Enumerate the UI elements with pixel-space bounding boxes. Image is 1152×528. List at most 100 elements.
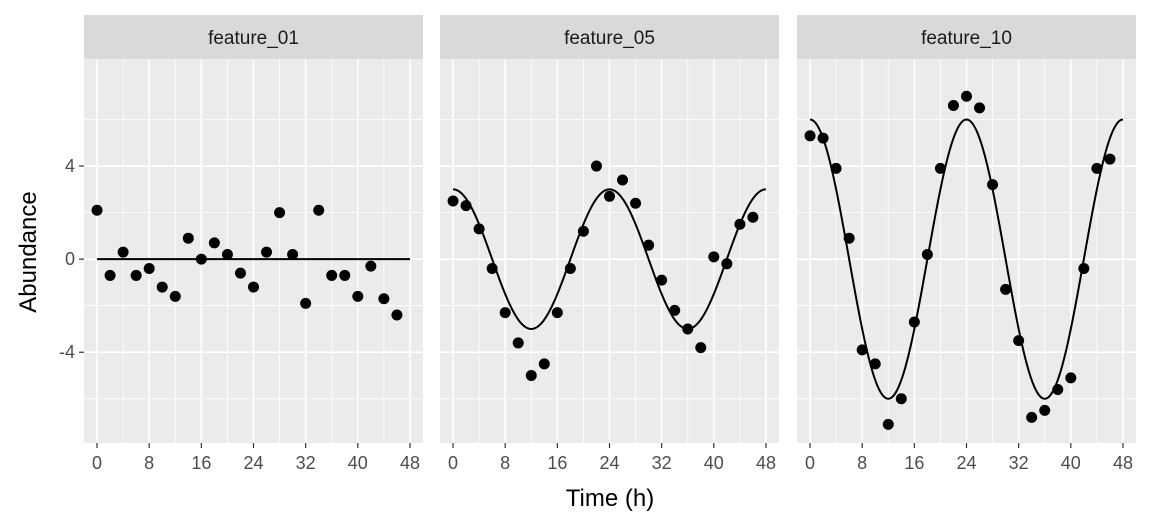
x-tick-label: 32 xyxy=(652,453,672,473)
data-point xyxy=(248,281,259,293)
x-tick-label: 8 xyxy=(857,453,867,473)
facet-panel: feature_05 0 8 16 24 32 40 48 xyxy=(440,15,779,473)
data-point xyxy=(143,262,155,274)
data-point xyxy=(804,130,816,142)
data-point xyxy=(1026,411,1038,423)
data-point xyxy=(708,251,720,263)
data-point xyxy=(630,197,642,209)
x-tick-label: 40 xyxy=(348,453,368,473)
fit-curve xyxy=(809,118,1124,400)
data-point xyxy=(130,269,142,281)
data-point xyxy=(365,260,377,272)
x-tick-label: 8 xyxy=(144,453,154,473)
data-point xyxy=(817,132,829,144)
data-point xyxy=(843,232,855,244)
data-point xyxy=(460,200,472,212)
x-tick-label: 40 xyxy=(1061,453,1081,473)
facet-panel: feature_10 0 8 16 24 32 40 48 xyxy=(797,15,1136,473)
data-point xyxy=(221,248,233,260)
fit-curve xyxy=(452,188,767,330)
data-point xyxy=(921,248,933,260)
facet-label: feature_01 xyxy=(208,28,299,49)
x-tick-label: 24 xyxy=(956,453,976,473)
data-point xyxy=(447,195,459,207)
data-point xyxy=(339,269,351,281)
x-tick-label: 16 xyxy=(191,453,211,473)
data-point xyxy=(974,102,986,114)
data-point xyxy=(987,179,999,191)
x-tick-label: 16 xyxy=(547,453,567,473)
facet-label: feature_10 xyxy=(921,28,1012,49)
x-tick-label: 8 xyxy=(500,453,510,473)
facet-panel: feature_01 0 8 16 24 32 40 48 xyxy=(84,15,423,473)
x-tick-label: 24 xyxy=(599,453,619,473)
data-point xyxy=(1091,162,1103,174)
data-point xyxy=(734,218,746,230)
data-point xyxy=(195,253,207,265)
data-point xyxy=(1104,153,1116,165)
x-tick-label: 40 xyxy=(704,453,724,473)
data-point xyxy=(721,258,733,270)
data-point xyxy=(538,358,550,370)
data-point xyxy=(91,204,103,216)
data-point xyxy=(1078,262,1090,274)
facet-panels: feature_01 0 8 16 24 32 40 48 feature_05 0 8 16 24 32… xyxy=(84,15,1136,473)
data-point xyxy=(947,100,959,112)
data-point xyxy=(551,307,563,319)
x-axis-title: Time (h) xyxy=(566,485,654,512)
y-tick-label: 4 xyxy=(65,156,75,176)
data-point xyxy=(300,297,312,309)
data-point xyxy=(564,262,576,274)
data-point xyxy=(486,262,498,274)
data-point xyxy=(1000,283,1012,295)
data-point xyxy=(274,207,286,219)
y-tick-label: 0 xyxy=(65,249,75,269)
data-point xyxy=(208,237,220,249)
x-tick-label: 16 xyxy=(904,453,924,473)
x-tick-label: 32 xyxy=(1009,453,1029,473)
x-tick-label: 0 xyxy=(448,453,458,473)
data-point xyxy=(234,267,246,279)
data-point xyxy=(1052,383,1064,395)
data-point xyxy=(682,323,694,335)
data-point xyxy=(908,316,920,328)
data-point xyxy=(156,281,168,293)
data-point xyxy=(577,225,589,237)
data-point xyxy=(169,290,181,302)
data-point xyxy=(182,232,194,244)
facet-strip xyxy=(797,15,1136,59)
x-tick-label: 24 xyxy=(243,453,263,473)
x-tick-label: 0 xyxy=(92,453,102,473)
data-point xyxy=(1065,372,1077,384)
data-point xyxy=(617,174,629,186)
facet-strip xyxy=(440,15,779,59)
data-point xyxy=(352,290,364,302)
facet-strip xyxy=(84,15,423,59)
data-point xyxy=(287,248,299,260)
x-tick-label: 48 xyxy=(400,453,420,473)
data-point xyxy=(313,204,325,216)
data-point xyxy=(499,307,511,319)
data-point xyxy=(747,211,759,223)
data-point xyxy=(830,162,842,174)
y-axis: 4 0 -4 xyxy=(59,156,84,362)
data-point xyxy=(512,337,524,349)
y-axis-title: Abundance xyxy=(15,191,42,312)
data-point xyxy=(656,274,668,286)
data-point xyxy=(104,269,116,281)
y-tick-label: -4 xyxy=(59,342,75,362)
data-point xyxy=(643,239,655,251)
data-point xyxy=(473,223,485,235)
data-point xyxy=(695,342,707,354)
data-point xyxy=(869,358,881,370)
data-point xyxy=(117,246,129,258)
data-point xyxy=(590,160,602,172)
data-point xyxy=(604,190,615,202)
data-point xyxy=(326,269,338,281)
data-point xyxy=(961,90,972,102)
data-point xyxy=(895,393,907,405)
data-point xyxy=(525,370,537,382)
data-point xyxy=(391,309,403,321)
x-tick-label: 32 xyxy=(296,453,316,473)
data-point xyxy=(882,418,894,430)
